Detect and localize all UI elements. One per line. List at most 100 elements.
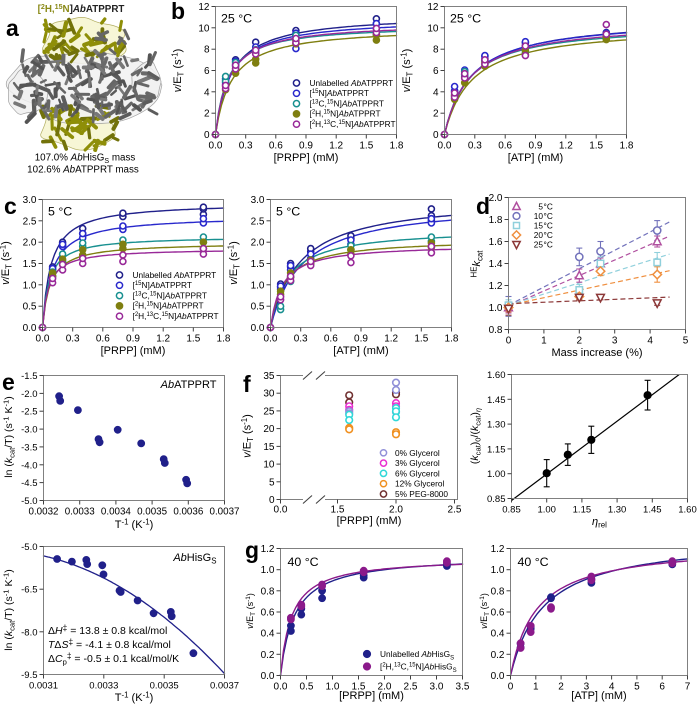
svg-text:1.0: 1.0	[489, 303, 503, 314]
svg-text:1.15: 1.15	[573, 505, 592, 516]
svg-text:1.8: 1.8	[217, 334, 231, 345]
svg-text:0.2: 0.2	[261, 650, 275, 661]
svg-text:1.5: 1.5	[186, 334, 200, 345]
svg-text:1.0: 1.0	[491, 565, 505, 576]
svg-text:2: 2	[558, 682, 564, 693]
svg-text:0.0: 0.0	[209, 141, 223, 152]
svg-text:1: 1	[533, 682, 539, 693]
svg-text:0: 0	[204, 130, 210, 141]
svg-text:1.5: 1.5	[331, 505, 345, 516]
svg-text:[13C,15N]AbATPPRT: [13C,15N]AbATPPRT	[310, 98, 384, 108]
svg-text:3% Glycerol: 3% Glycerol	[395, 458, 440, 468]
svg-text:1.45: 1.45	[643, 505, 662, 516]
svg-text:ln (kcat/T) (s-1 K-1): ln (kcat/T) (s-1 K-1)	[2, 569, 17, 650]
svg-text:0.6: 0.6	[269, 141, 283, 152]
svg-text:0.3: 0.3	[239, 141, 253, 152]
svg-text:°C: °C	[544, 211, 553, 221]
svg-text:2.5: 2.5	[448, 505, 462, 516]
svg-text:d: d	[476, 193, 490, 219]
svg-text:0: 0	[506, 336, 512, 347]
svg-text:1.2: 1.2	[329, 141, 343, 152]
svg-text:0.9: 0.9	[354, 334, 368, 345]
svg-text:0.0: 0.0	[438, 141, 452, 152]
svg-text:[2H,13C,15N]AbATPPRT: [2H,13C,15N]AbATPPRT	[133, 311, 219, 321]
svg-text:0.3: 0.3	[468, 141, 482, 152]
svg-text:10: 10	[198, 23, 210, 34]
svg-text:0.6: 0.6	[324, 334, 338, 345]
svg-text:0.9: 0.9	[299, 141, 313, 152]
svg-text:[2H,15N]AbATPPRT: [2H,15N]AbATPPRT	[133, 301, 204, 311]
svg-text:1.2: 1.2	[491, 544, 505, 555]
svg-text:0.8: 0.8	[491, 586, 505, 597]
svg-text:1.5: 1.5	[414, 334, 428, 345]
svg-text:0.0035: 0.0035	[150, 681, 179, 692]
svg-text:[15N]AbATPPRT: [15N]AbATPPRT	[133, 280, 192, 290]
svg-text:6% Glycerol: 6% Glycerol	[395, 468, 440, 478]
svg-text:AbHisGS: AbHisGS	[172, 552, 216, 566]
svg-text:0.6: 0.6	[261, 608, 275, 619]
svg-text:a: a	[6, 15, 19, 41]
svg-text:0.0036: 0.0036	[173, 507, 204, 518]
svg-text:3: 3	[612, 336, 618, 347]
svg-text:1.5: 1.5	[23, 259, 37, 270]
svg-text:15: 15	[263, 442, 275, 453]
svg-text:0.6: 0.6	[491, 608, 505, 619]
svg-text:°C: °C	[544, 230, 553, 240]
svg-text:107.0% AbHisGS mass: 107.0% AbHisGS mass	[35, 153, 136, 166]
svg-text:[2H,13C,15N]AbATPPRT: [2H,13C,15N]AbATPPRT	[310, 119, 396, 129]
svg-text:Unlabelled AbATPPRT: Unlabelled AbATPPRT	[133, 270, 217, 280]
svg-text:0.0: 0.0	[261, 671, 275, 682]
svg-text:102.6% AbATPPRT mass: 102.6% AbATPPRT mass	[27, 165, 139, 176]
svg-text:1.0: 1.0	[23, 280, 37, 291]
svg-text:°C: °C	[544, 240, 553, 250]
svg-text:0: 0	[508, 682, 514, 693]
svg-text:1.8: 1.8	[620, 141, 634, 152]
svg-text:0.9: 0.9	[126, 334, 140, 345]
svg-text:0.8: 0.8	[489, 325, 503, 336]
svg-text:2.0: 2.0	[389, 505, 403, 516]
svg-text:0.5: 0.5	[23, 302, 37, 313]
svg-text:10: 10	[263, 460, 275, 471]
svg-text:3.0: 3.0	[251, 195, 265, 206]
svg-text:1.30: 1.30	[487, 420, 506, 431]
svg-text:1.2: 1.2	[156, 334, 170, 345]
svg-text:25 °C: 25 °C	[450, 11, 481, 25]
svg-text:1: 1	[541, 336, 547, 347]
svg-text:1.2: 1.2	[489, 281, 503, 292]
svg-text:3.5: 3.5	[456, 682, 470, 693]
svg-text:0.0: 0.0	[251, 323, 265, 334]
svg-text:1.30: 1.30	[608, 505, 627, 516]
svg-text:1.00: 1.00	[537, 505, 556, 516]
svg-text:0.6: 0.6	[498, 141, 512, 152]
svg-text:1.8: 1.8	[390, 141, 404, 152]
svg-text:0.9: 0.9	[529, 141, 543, 152]
svg-text:5 °C: 5 °C	[276, 204, 300, 218]
svg-text:0.0: 0.0	[23, 323, 37, 334]
svg-text:-8.0: -8.0	[21, 627, 37, 638]
svg-text:12% Glycerol: 12% Glycerol	[395, 479, 444, 489]
svg-text:1.4: 1.4	[489, 259, 503, 270]
svg-text:-4.0: -4.0	[21, 460, 37, 471]
svg-text:25: 25	[534, 240, 544, 250]
svg-text:0.0037: 0.0037	[210, 507, 240, 518]
svg-text:[13C,15N]AbATPPRT: [13C,15N]AbATPPRT	[133, 290, 207, 300]
svg-text:2.0: 2.0	[23, 238, 37, 249]
svg-text:c: c	[4, 193, 17, 219]
svg-text:0.8: 0.8	[261, 586, 275, 597]
svg-text:12: 12	[427, 2, 439, 13]
svg-text:0.4: 0.4	[491, 629, 505, 640]
svg-text:6: 6	[204, 66, 210, 77]
svg-text:0.0031: 0.0031	[29, 681, 58, 692]
svg-text:-5.0: -5.0	[21, 496, 37, 507]
svg-text:0.0: 0.0	[36, 334, 50, 345]
svg-text:5: 5	[683, 336, 689, 347]
svg-text:Mass increase (%): Mass increase (%)	[551, 347, 642, 359]
svg-text:4: 4	[433, 87, 439, 98]
svg-text:4: 4	[647, 336, 653, 347]
svg-text:8: 8	[433, 45, 439, 56]
svg-text:[2H,15N]AbATPPRT: [2H,15N]AbATPPRT	[310, 109, 381, 119]
svg-text:[ATP] (mM): [ATP] (mM)	[571, 690, 626, 702]
svg-text:0% Glycerol: 0% Glycerol	[395, 448, 440, 458]
svg-text:-2.0: -2.0	[21, 389, 37, 400]
svg-text:30: 30	[263, 389, 275, 400]
